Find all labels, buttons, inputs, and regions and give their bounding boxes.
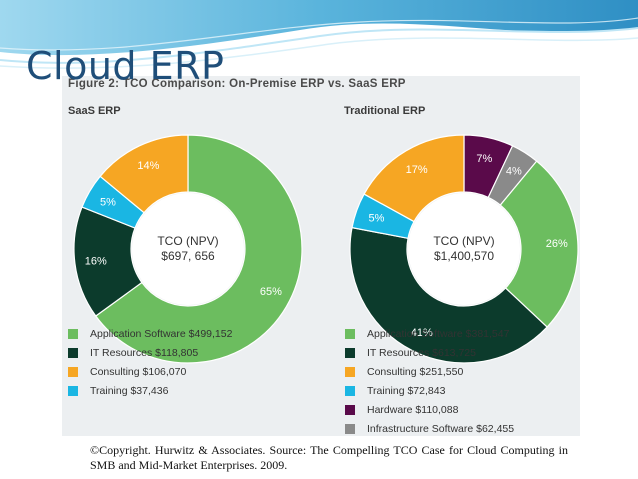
- traditional-chart-title: Traditional ERP: [344, 105, 426, 117]
- saas-slice-label: 5%: [100, 197, 116, 209]
- saas-legend-item: Application Software $499,152: [68, 324, 232, 343]
- traditional-slice: [363, 134, 465, 223]
- traditional-slice: [349, 226, 548, 364]
- traditional-legend-item: Hardware $110,088: [345, 400, 514, 419]
- tco-figure: Figure 2: TCO Comparison: On-Premise ERP…: [62, 76, 580, 436]
- traditional-legend-swatch: [345, 366, 355, 377]
- copyright-note: ©Copyright. Hurwitz & Associates. Source…: [90, 443, 568, 472]
- traditional-slice-label: 7%: [476, 153, 492, 165]
- saas-legend-swatch: [68, 328, 78, 339]
- saas-legend-swatch: [68, 366, 78, 377]
- saas-center-value: $697, 656: [161, 249, 215, 263]
- traditional-legend-label: IT Resources $613,725: [367, 346, 476, 359]
- traditional-legend-swatch: [345, 385, 355, 396]
- traditional-legend-item: IT Resources $613,725: [345, 343, 514, 362]
- saas-legend-swatch: [68, 347, 78, 358]
- figure-caption: Figure 2: TCO Comparison: On-Premise ERP…: [68, 78, 406, 90]
- traditional-legend-swatch: [345, 404, 355, 415]
- traditional-slice: [499, 160, 579, 328]
- saas-slice-label: 65%: [260, 286, 282, 298]
- saas-legend-label: Application Software $499,152: [90, 327, 233, 340]
- traditional-legend-label: Hardware $110,088: [367, 403, 459, 416]
- traditional-legend-label: Application Software $381,547: [367, 327, 510, 340]
- saas-donut-chart: 65% 16% 5% 14% TCO (NPV)$697, 656: [73, 134, 303, 364]
- header-banner: [0, 0, 638, 69]
- traditional-slice-label: 4%: [506, 165, 522, 177]
- traditional-donut-hole: [408, 193, 520, 305]
- traditional-legend-label: Training $72,843: [367, 384, 446, 397]
- saas-legend-label: IT Resources $118,805: [90, 346, 199, 359]
- saas-slice: [99, 134, 189, 214]
- saas-legend-swatch: [68, 385, 78, 396]
- traditional-legend-swatch: [345, 347, 355, 358]
- slide-title: Cloud ERP: [26, 44, 225, 88]
- traditional-slice-label: 26%: [546, 238, 568, 250]
- traditional-legend-swatch: [345, 423, 355, 434]
- traditional-legend-item: Consulting $251,550: [345, 362, 514, 381]
- saas-legend-label: Training $37,436: [90, 384, 169, 397]
- saas-legend-item: Consulting $106,070: [68, 362, 232, 381]
- saas-slice: [94, 134, 303, 364]
- traditional-donut-chart: 7% 4% 26% 41% 5% 17% TCO (NPV)$1,400,570: [349, 134, 579, 364]
- saas-legend-item: IT Resources $118,805: [68, 343, 232, 362]
- traditional-legend-label: Consulting $251,550: [367, 365, 464, 378]
- traditional-slice-label: 41%: [411, 327, 433, 339]
- saas-legend-item: Training $37,436: [68, 381, 232, 400]
- traditional-legend-swatch: [345, 328, 355, 339]
- traditional-legend-label: Infrastructure Software $62,455: [367, 422, 515, 435]
- traditional-center-value: $1,400,570: [434, 249, 494, 263]
- saas-donut-hole: [132, 193, 244, 305]
- traditional-slice-label: 5%: [369, 212, 385, 224]
- saas-legend: Application Software $499,152 IT Resource…: [68, 324, 232, 400]
- traditional-legend: Application Software $381,547 IT Resource…: [345, 324, 514, 438]
- traditional-legend-item: Training $72,843: [345, 381, 514, 400]
- saas-slice-label: 16%: [85, 256, 107, 268]
- traditional-center-heading: TCO (NPV): [433, 234, 494, 248]
- traditional-legend-item: Application Software $381,547: [345, 324, 514, 343]
- saas-legend-label: Consulting $106,070: [90, 365, 187, 378]
- saas-slice-label: 14%: [137, 160, 159, 172]
- saas-chart-title: SaaS ERP: [68, 105, 121, 117]
- traditional-slice-label: 17%: [406, 164, 428, 176]
- traditional-legend-item: Infrastructure Software $62,455: [345, 419, 514, 438]
- saas-center-heading: TCO (NPV): [157, 234, 218, 248]
